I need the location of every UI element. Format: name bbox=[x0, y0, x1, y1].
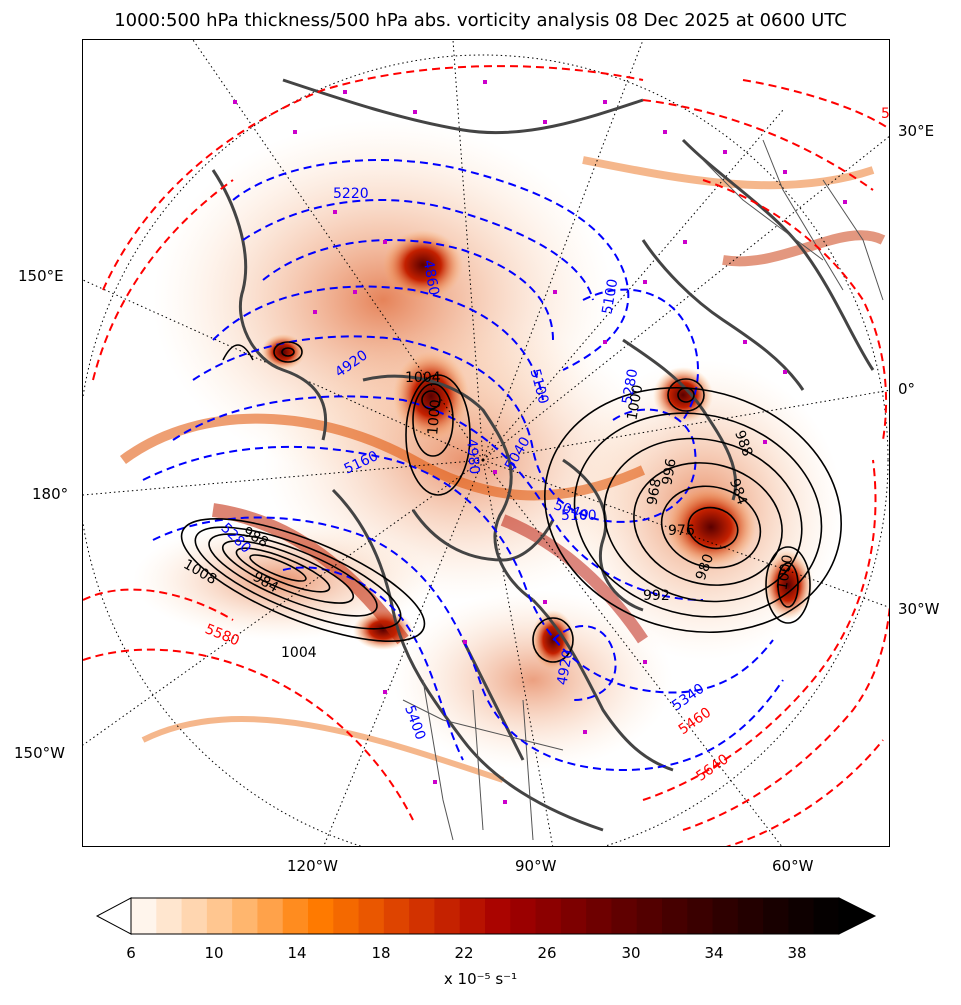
pressure-label: 992 bbox=[643, 588, 670, 604]
colorbar-cell bbox=[383, 898, 410, 934]
colorbar-cell bbox=[763, 898, 790, 934]
colorbar-cell bbox=[232, 898, 259, 934]
pressure-label: 976 bbox=[668, 523, 695, 539]
thickness-label: 5100 bbox=[561, 508, 597, 524]
pressure-label: 1000 bbox=[774, 554, 796, 592]
lon-tick-label: 150°E bbox=[18, 267, 64, 285]
colorbar bbox=[95, 897, 877, 935]
thickness-label: 4980 bbox=[463, 438, 482, 475]
pressure-contours bbox=[180, 341, 842, 663]
colorbar-cell bbox=[611, 898, 638, 934]
colorbar-tick-label: 34 bbox=[704, 944, 724, 962]
pressure-label: 1004 bbox=[405, 370, 441, 386]
colorbar-cell bbox=[131, 898, 157, 934]
map-canvas: 5220 4860 4920 5100 5040 4980 5100 5040 … bbox=[83, 40, 890, 846]
pressure-label: 1000 bbox=[624, 384, 646, 422]
thickness-label: 4860 bbox=[420, 259, 442, 297]
colorbar-tick-label: 18 bbox=[371, 944, 391, 962]
colorbar-tick-label: 30 bbox=[621, 944, 641, 962]
thickness-label: 4920 bbox=[554, 649, 576, 687]
colorbar-cell bbox=[156, 898, 183, 934]
thickness-label: 5220 bbox=[333, 186, 369, 202]
colorbar-cell bbox=[485, 898, 511, 934]
colorbar-tick-label: 10 bbox=[204, 944, 224, 962]
cold-thickness-contours bbox=[142, 159, 784, 772]
colorbar-cell bbox=[434, 898, 461, 934]
colorbar-cell bbox=[662, 898, 688, 934]
lon-tick-label: 60°W bbox=[772, 857, 814, 875]
lon-tick-label: 180° bbox=[32, 485, 69, 503]
pressure-label: 996 bbox=[659, 457, 679, 486]
colorbar-cell bbox=[813, 898, 840, 934]
colorbar-cell bbox=[257, 898, 284, 934]
colorbar-cell bbox=[560, 898, 587, 934]
colorbar-cell bbox=[737, 898, 764, 934]
colorbar-cell bbox=[586, 898, 613, 934]
colorbar-tick-label: 22 bbox=[454, 944, 474, 962]
colorbar-cell bbox=[535, 898, 562, 934]
thickness-label: 5 bbox=[881, 106, 890, 122]
colorbar-tick-label: 26 bbox=[537, 944, 557, 962]
colorbar-cell bbox=[409, 898, 436, 934]
colorbar-cell bbox=[181, 898, 208, 934]
colorbar-cell bbox=[206, 898, 233, 934]
colorbar-min-extend bbox=[95, 897, 132, 935]
lon-tick-label: 0° bbox=[898, 380, 916, 398]
colorbar-cell bbox=[636, 898, 663, 934]
colorbar-cell bbox=[712, 898, 739, 934]
colorbar-tick-label: 38 bbox=[787, 944, 807, 962]
colorbar-tick-label: 14 bbox=[287, 944, 307, 962]
pressure-label: 1004 bbox=[281, 645, 317, 661]
map-panel: 5220 4860 4920 5100 5040 4980 5100 5040 … bbox=[82, 39, 890, 847]
colorbar-cell bbox=[510, 898, 537, 934]
warm-thickness-contours bbox=[83, 65, 889, 846]
colorbar-outline bbox=[130, 897, 840, 935]
lon-tick-label: 30°E bbox=[898, 122, 935, 140]
colorbar-cell bbox=[788, 898, 815, 934]
coastlines bbox=[211, 78, 875, 832]
colorbar-cell bbox=[282, 898, 309, 934]
lon-tick-label: 150°W bbox=[14, 744, 65, 762]
colorbar-cell bbox=[333, 898, 360, 934]
pressure-label: 968 bbox=[644, 477, 664, 506]
pressure-label: 1000 bbox=[425, 399, 444, 436]
thickness-label: 5280 bbox=[619, 368, 641, 406]
colorbar-cell bbox=[358, 898, 385, 934]
colorbar-cell bbox=[308, 898, 334, 934]
lon-tick-label: 30°W bbox=[898, 600, 940, 618]
lon-tick-label: 120°W bbox=[287, 857, 338, 875]
lon-tick-label: 90°W bbox=[515, 857, 557, 875]
colorbar-tick-label: 6 bbox=[126, 944, 136, 962]
chart-title: 1000:500 hPa thickness/500 hPa abs. vort… bbox=[114, 10, 847, 31]
colorbar-max-extend bbox=[838, 897, 877, 935]
lowpressure-markers bbox=[233, 80, 847, 804]
borders bbox=[402, 139, 884, 841]
thickness-label: 5100 bbox=[599, 278, 621, 316]
colorbar-cell bbox=[459, 898, 486, 934]
colorbar-cells bbox=[131, 898, 840, 934]
colorbar-label: x 10⁻⁵ s⁻¹ bbox=[443, 970, 518, 988]
colorbar-cell bbox=[687, 898, 714, 934]
vorticity-field bbox=[120, 120, 886, 783]
